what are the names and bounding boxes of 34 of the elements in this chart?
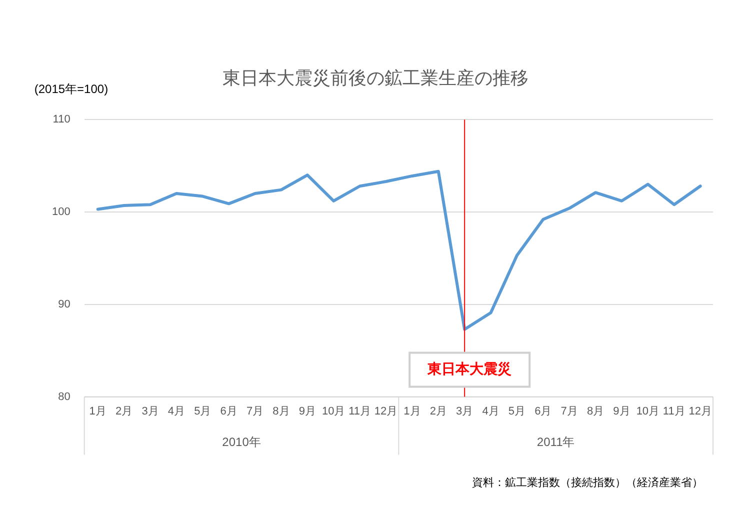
x-tick-label: 3月 — [142, 405, 159, 418]
x-tick-label: 7月 — [560, 405, 578, 418]
x-tick-label: 6月 — [534, 405, 552, 418]
x-tick-label: 10月 — [636, 405, 660, 418]
x-tick-label: 9月 — [613, 405, 630, 418]
x-tick-label: 2月 — [430, 405, 447, 418]
x-tick-label: 4月 — [482, 405, 500, 418]
x-tick-label: 1月 — [404, 405, 421, 418]
x-tick-label: 4月 — [168, 405, 186, 418]
x-tick-label: 2月 — [116, 405, 133, 418]
ref-line-label: 東日本大震災 — [426, 360, 512, 377]
x-tick-label: 5月 — [508, 405, 526, 418]
x-tick-label: 6月 — [220, 405, 238, 418]
x-tick-label: 12月 — [688, 405, 712, 418]
chart-title: 東日本大震災前後の鉱工業生産の推移 — [222, 68, 528, 88]
y-tick-label: 100 — [52, 206, 70, 218]
x-tick-label: 12月 — [374, 405, 398, 418]
text: 2010年 — [222, 435, 261, 450]
x-tick-label: 11月 — [662, 405, 686, 418]
x-tick-label: 7月 — [246, 405, 264, 418]
x-tick-label: 8月 — [586, 405, 604, 418]
x-tick-label: 9月 — [298, 405, 316, 418]
y-tick-label: 90 — [58, 298, 70, 310]
x-tick-label: 10月 — [322, 405, 346, 418]
x-tick-label: 5月 — [194, 405, 212, 418]
x-tick-label: 1月 — [89, 405, 106, 418]
y-tick-label: 110 — [52, 114, 70, 126]
text: 資料：鉱工業指数（接続指数）（経済産業省） — [472, 476, 703, 489]
x-tick-label: 11月 — [348, 405, 372, 418]
y-axis-title: (2015年=100) — [34, 82, 108, 96]
text: 2011年 — [536, 435, 575, 450]
x-tick-label: 3月 — [456, 405, 474, 418]
y-tick-label: 80 — [58, 390, 70, 403]
x-tick-label: 8月 — [272, 405, 290, 418]
